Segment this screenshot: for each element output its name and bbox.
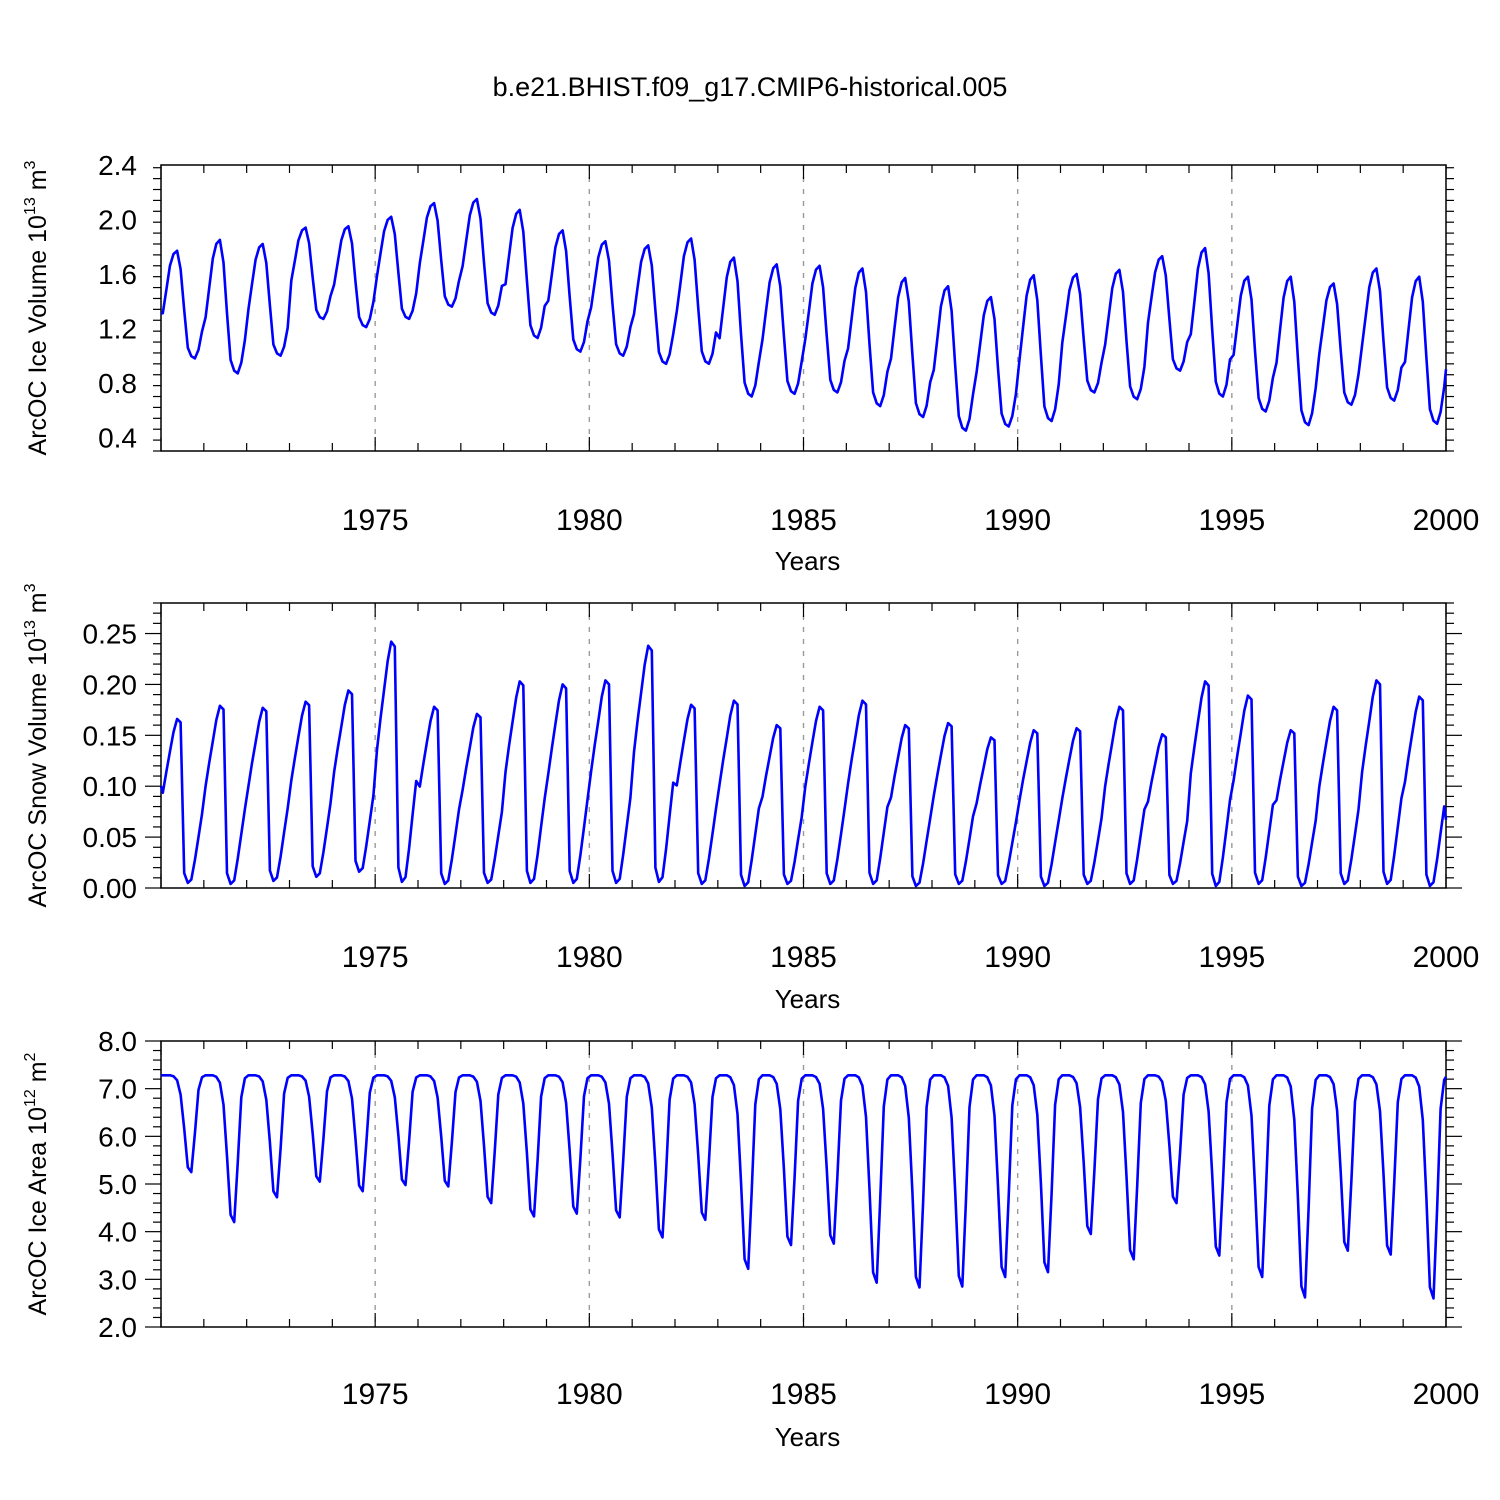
chart-panel-3: 2.0 3.0 4.0 5.0 6.0 7.0 8.0 1975 1980 1985 1990 199… [22, 1026, 1479, 1452]
x-tick-label: 1985 [770, 504, 837, 537]
x-tick-label: 1990 [984, 941, 1051, 974]
y-tick-label: 3.0 [98, 1264, 137, 1295]
x-tick-label: 1985 [770, 1378, 837, 1411]
figure-title: b.e21.BHIST.f09_g17.CMIP6-historical.005 [493, 72, 1008, 102]
x-tick-label: 2000 [1413, 1378, 1480, 1411]
y-tick-label: 0.25 [83, 619, 138, 650]
y-axis-label-text: ArcOC Ice Volume 10 [24, 215, 52, 455]
x-tick-label: 1975 [342, 941, 409, 974]
y-axis-label: ArcOC Ice Volume 1013 m3 [22, 160, 52, 455]
y-tick-label: 7.0 [98, 1074, 137, 1105]
y-tick-label: 2.0 [98, 1312, 137, 1343]
x-tick-label: 1990 [984, 1378, 1051, 1411]
y-tick-label: 8.0 [98, 1026, 137, 1057]
x-tick-label: 2000 [1413, 941, 1480, 974]
y-axis-label-unit: m [24, 169, 52, 197]
x-tick-label: 1980 [556, 504, 623, 537]
plot-frame [160, 1040, 1447, 1328]
plot-frame [160, 602, 1447, 889]
y-axis-label-text: ArcOC Ice Area 10 [24, 1107, 52, 1315]
y-axis-label-unit-exponent: 2 [22, 1052, 39, 1061]
series-line [161, 1074, 1448, 1300]
y-tick-label: 6.0 [98, 1121, 137, 1152]
chart-panel-2: 0.00 0.05 0.10 0.15 0.20 0.25 1975 1980 1985 1990… [22, 583, 1479, 1014]
x-tick-label: 1995 [1198, 504, 1265, 537]
y-tick-label: 4.0 [98, 1217, 137, 1248]
y-axis-label-exponent: 12 [22, 1089, 39, 1107]
y-axis-label-unit: m [24, 1061, 52, 1089]
series-line [160, 197, 1448, 432]
y-axis-label-unit-exponent: 3 [22, 583, 39, 592]
y-tick-label: 1.6 [98, 259, 137, 290]
y-tick-label: 1.2 [98, 313, 137, 344]
y-axis-label-unit: m [24, 592, 52, 620]
x-axis-label: Years [775, 984, 841, 1014]
y-tick-label: 0.8 [98, 368, 137, 399]
chart-panel-1: 0.4 0.8 1.2 1.6 2.0 2.4 1975 1980 1985 1990 1995 20… [22, 150, 1479, 576]
y-tick-label: 0.4 [98, 422, 137, 453]
y-tick-label: 0.00 [83, 873, 138, 904]
y-axis-label-unit-exponent: 3 [22, 160, 39, 169]
y-tick-label: 0.05 [83, 822, 138, 853]
y-tick-label: 0.10 [83, 771, 138, 802]
x-tick-label: 2000 [1413, 504, 1480, 537]
x-tick-label: 1995 [1198, 1378, 1265, 1411]
y-tick-label: 5.0 [98, 1169, 137, 1200]
x-tick-label: 1975 [342, 504, 409, 537]
y-axis-label-exponent: 13 [22, 197, 39, 215]
x-tick-label: 1980 [556, 1378, 623, 1411]
x-tick-label: 1985 [770, 941, 837, 974]
x-tick-label: 1975 [342, 1378, 409, 1411]
y-axis-label-exponent: 13 [22, 620, 39, 638]
y-tick-label: 0.20 [83, 669, 138, 700]
x-tick-label: 1990 [984, 504, 1051, 537]
y-axis-label-text: ArcOC Snow Volume 10 [24, 638, 52, 908]
x-axis-label: Years [775, 546, 841, 576]
x-axis-label: Years [775, 1422, 841, 1452]
y-axis-label: ArcOC Ice Area 1012 m2 [22, 1052, 52, 1315]
x-tick-label: 1980 [556, 941, 623, 974]
y-tick-label: 2.4 [98, 150, 137, 181]
y-tick-label: 2.0 [98, 204, 137, 235]
x-tick-label: 1995 [1198, 941, 1265, 974]
y-axis-label: ArcOC Snow Volume 1013 m3 [22, 583, 52, 907]
series-line [159, 640, 1448, 888]
plot-frame [160, 164, 1447, 452]
y-tick-label: 0.15 [83, 720, 138, 751]
